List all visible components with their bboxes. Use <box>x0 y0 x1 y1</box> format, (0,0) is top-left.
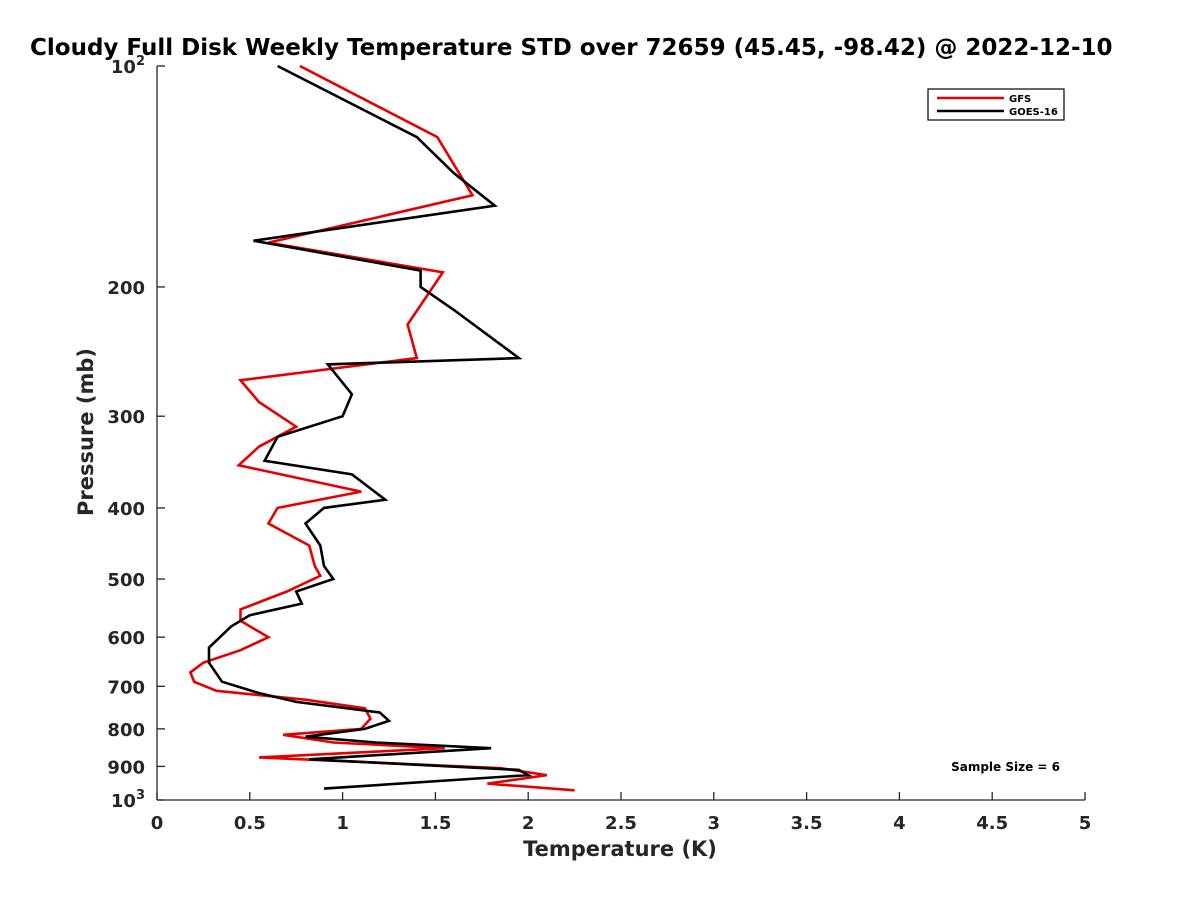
y-tick-label: 800 <box>107 720 145 741</box>
x-axis-label: Temperature (K) <box>523 837 717 861</box>
series-line-gfs <box>188 64 575 792</box>
y-tick-label: 200 <box>107 278 145 299</box>
y-tick-label: 700 <box>107 677 145 698</box>
legend-box <box>927 88 1065 121</box>
x-tick-label: 0.5 <box>234 813 266 834</box>
x-tick-label: 1 <box>336 813 349 834</box>
x-tick-label: 3 <box>708 813 721 834</box>
legend-label: GFS <box>1009 94 1031 105</box>
y-tick-label: 600 <box>107 628 145 649</box>
sample-size-annotation: Sample Size = 6 <box>951 760 1060 774</box>
legend-label: GOES-16 <box>1009 107 1058 118</box>
y-tick-label: 400 <box>107 499 145 520</box>
x-tick-label: 4.5 <box>976 813 1008 834</box>
chart-title: Cloudy Full Disk Weekly Temperature STD … <box>30 35 1113 61</box>
x-tick-label: 0 <box>151 813 164 834</box>
x-tick-label: 2.5 <box>605 813 637 834</box>
series-line-goes-16 <box>207 64 533 790</box>
x-tick-label: 4 <box>893 813 906 834</box>
y-tick-label: 500 <box>107 570 145 591</box>
y-tick-label: 300 <box>107 407 145 428</box>
y-tick-label: 103 <box>111 788 145 812</box>
x-tick-label: 3.5 <box>791 813 823 834</box>
plot-area: 0 0.5 1 1.5 2 2.5 3 3.5 4 4.5 5 102 200 300 400 500 600 7… <box>107 54 1091 834</box>
y-tick-label: 102 <box>111 54 145 78</box>
x-tick-label: 5 <box>1079 813 1092 834</box>
y-axis-label: Pressure (mb) <box>74 348 98 516</box>
x-tick-label: 1.5 <box>419 813 451 834</box>
x-tick-label: 2 <box>522 813 535 834</box>
y-tick-label: 900 <box>107 757 145 778</box>
